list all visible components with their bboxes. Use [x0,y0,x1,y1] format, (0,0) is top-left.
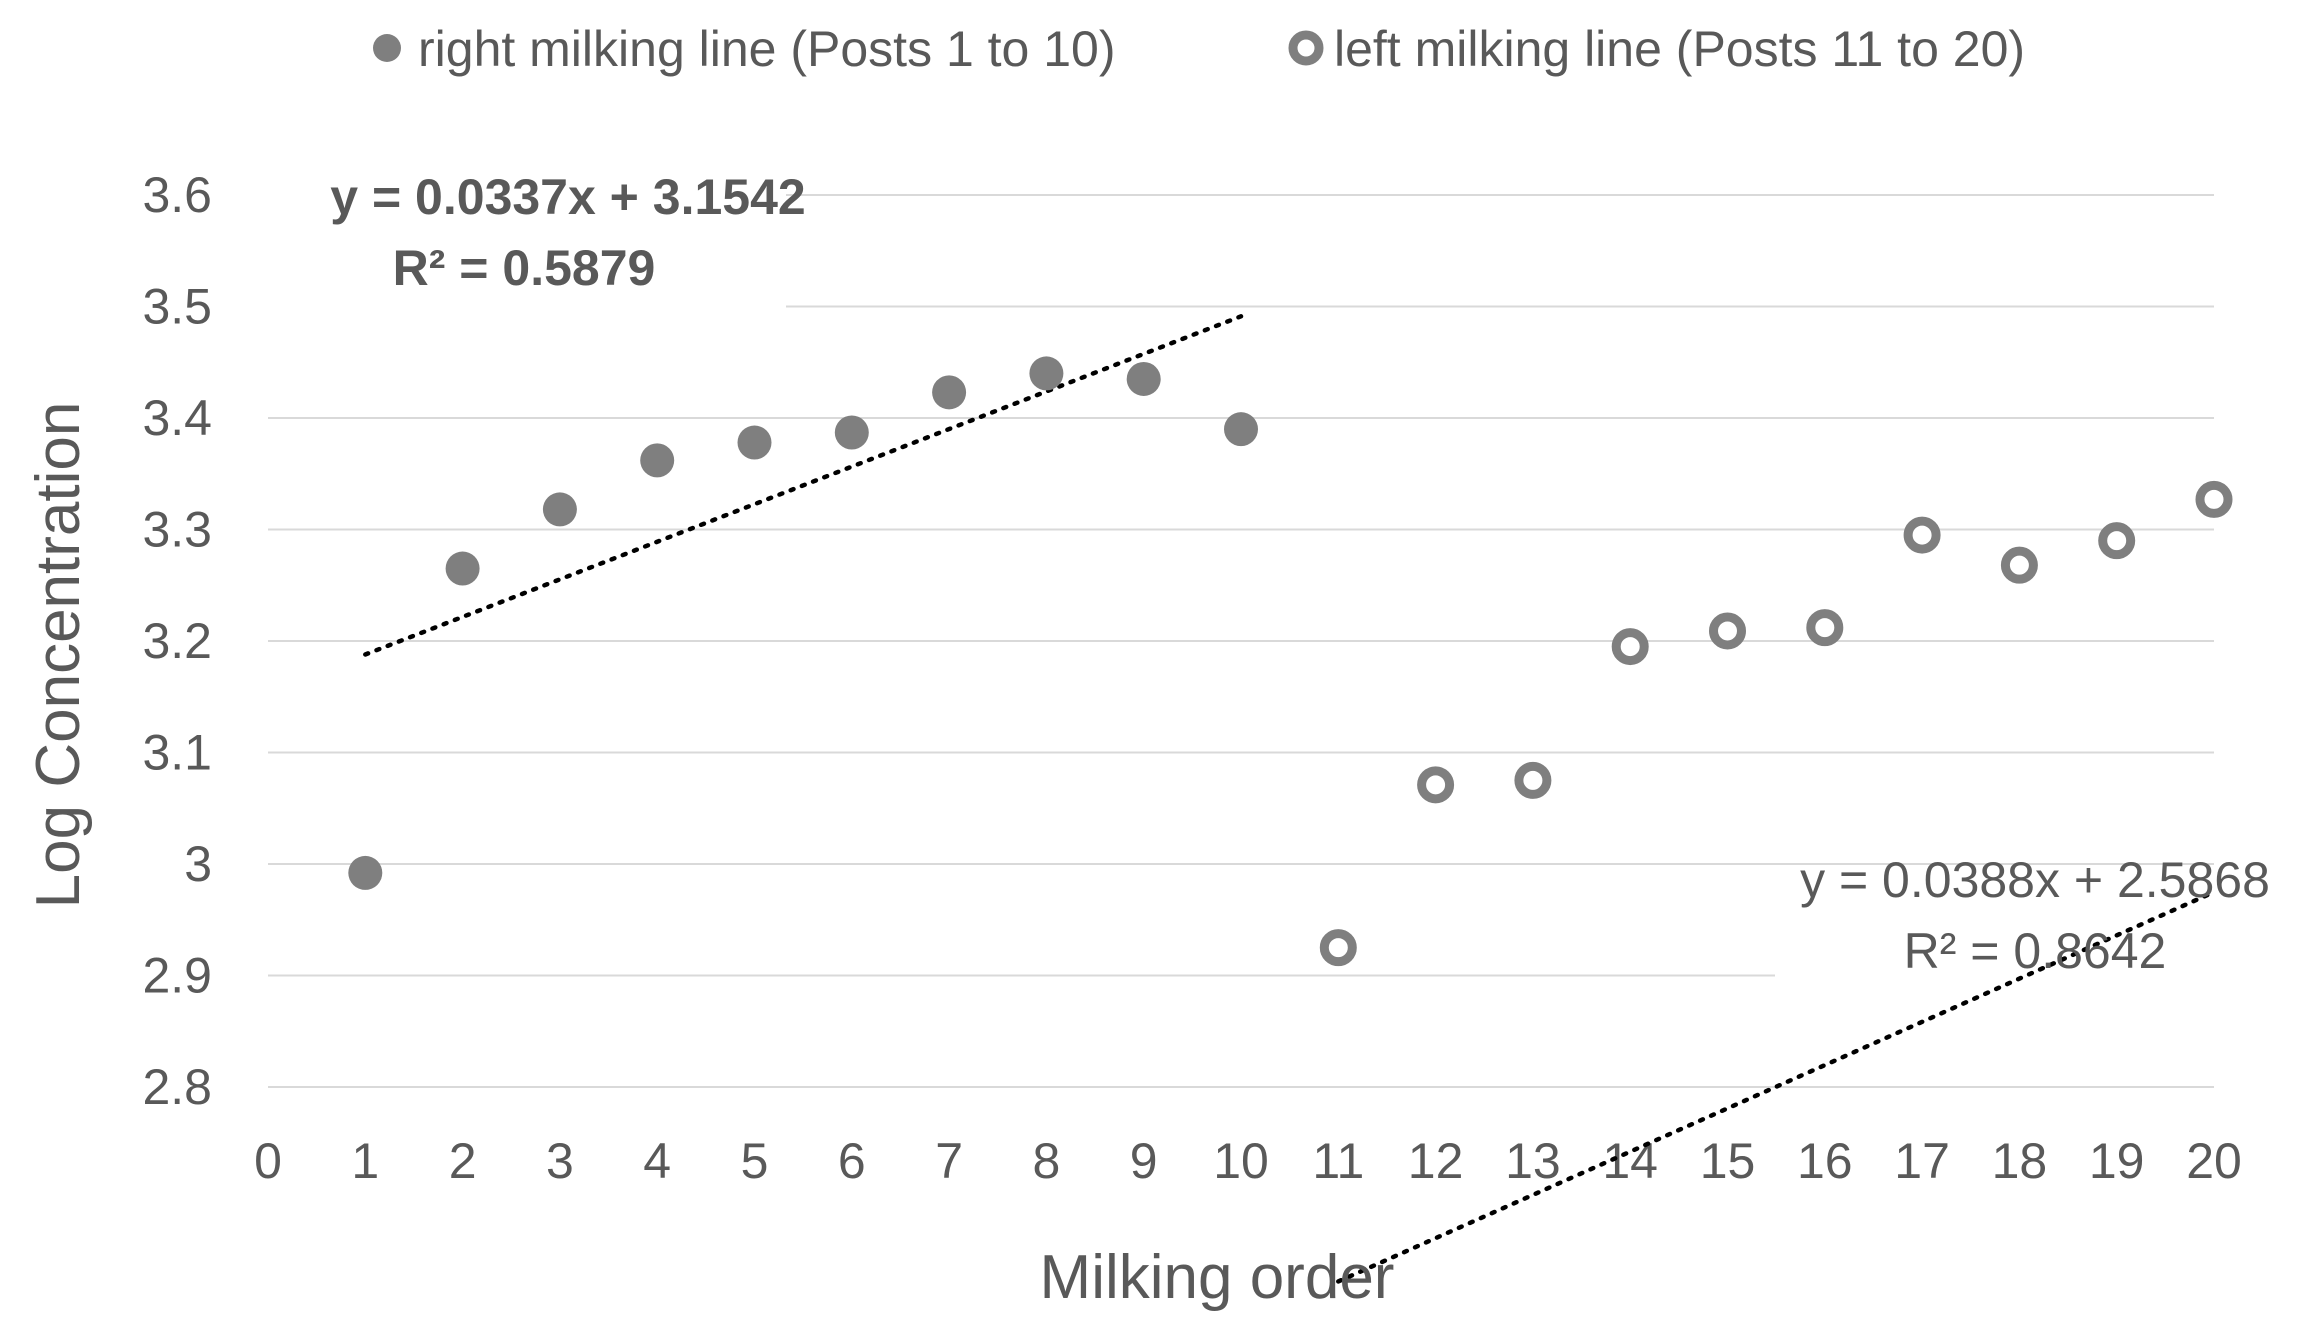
data-points [348,356,2233,967]
data-point-right-line [542,492,577,527]
x-tick-label: 11 [1312,1133,1364,1189]
x-tick-label: 3 [546,1133,574,1189]
y-tick-label: 3.2 [142,613,212,669]
x-tick-label: 13 [1505,1133,1561,1189]
y-tick-label: 2.9 [142,948,212,1004]
r-squared-right-line: R² = 0.5879 [393,240,656,296]
x-tick-label: 12 [1408,1133,1464,1189]
x-tick-label: 2 [449,1133,477,1189]
data-point-left-line [1319,929,1357,967]
x-tick-label: 0 [254,1133,282,1189]
x-tick-label: 6 [838,1133,866,1189]
legend-label-right-line: right milking line (Posts 1 to 10) [418,21,1116,77]
y-tick-label: 3.4 [142,390,212,446]
x-tick-label: 20 [2186,1133,2242,1189]
legend-marker-left-line [1288,30,1324,66]
y-tick-label: 3.3 [142,502,212,558]
equation-right-line: y = 0.0337x + 3.1542 [330,169,805,225]
data-point-right-line [737,425,772,460]
data-point-right-line [1126,361,1161,396]
data-point-left-line [1709,612,1746,650]
equation-box-left-line: y = 0.0388x + 2.5868 R² = 0.8642 [1800,852,2270,979]
equation-box-right-line: y = 0.0337x + 3.1542 R² = 0.5879 [330,169,805,296]
data-point-right-line [640,443,675,478]
y-tick-label: 3.5 [142,279,212,335]
x-axis-ticks: 0 1 2 3 4 5 6 7 8 9 10 11 12 13 14 15 16 17 18 19 20 [254,1133,2242,1189]
x-tick-label: 16 [1797,1133,1853,1189]
x-tick-label: 1 [351,1133,379,1189]
x-tick-label: 15 [1700,1133,1756,1189]
x-tick-label: 10 [1213,1133,1269,1189]
y-tick-label: 3 [184,836,212,892]
grid-lines [268,194,2214,1088]
y-tick-label: 2.8 [142,1059,212,1115]
y-axis-ticks: 2.8 2.9 3 3.1 3.2 3.3 3.4 3.5 3.6 [142,167,212,1115]
x-tick-label: 5 [741,1133,769,1189]
r-squared-left-line: R² = 0.8642 [1904,923,2167,979]
data-point-left-line [1903,516,1941,554]
x-tick-label: 8 [1032,1133,1060,1189]
x-tick-label: 19 [2089,1133,2145,1189]
trendlines [363,314,2217,1284]
data-point-left-line [2000,546,2038,584]
y-tick-label: 3.1 [142,725,212,781]
data-point-right-line [1029,356,1064,391]
data-point-right-line [445,551,480,586]
data-point-left-line [1806,609,1844,647]
data-point-right-line [834,415,869,450]
x-axis-title: Milking order [1040,1243,1395,1312]
legend-marker-right-line [373,34,401,62]
trendline-right-line [363,314,1244,657]
y-tick-label: 3.6 [142,167,212,223]
data-point-left-line [1611,628,1649,666]
data-point-left-line [2098,522,2136,560]
trendline-left-line [1336,889,2217,1284]
legend: right milking line (Posts 1 to 10) left … [373,21,2025,77]
data-point-left-line [1514,761,1552,799]
data-point-right-line [348,855,383,890]
data-point-right-line [932,375,967,410]
x-tick-label: 17 [1894,1133,1950,1189]
data-point-right-line [1224,412,1258,447]
equation-left-line: y = 0.0388x + 2.5868 [1800,852,2270,908]
x-tick-label: 18 [1992,1133,2048,1189]
x-tick-label: 7 [935,1133,963,1189]
data-point-left-line [1417,766,1455,804]
data-point-left-line [2195,480,2233,518]
legend-label-left-line: left milking line (Posts 11 to 20) [1334,21,2025,77]
x-tick-label: 9 [1130,1133,1158,1189]
x-tick-label: 4 [643,1133,671,1189]
y-axis-title: Log Concentration [24,402,93,909]
